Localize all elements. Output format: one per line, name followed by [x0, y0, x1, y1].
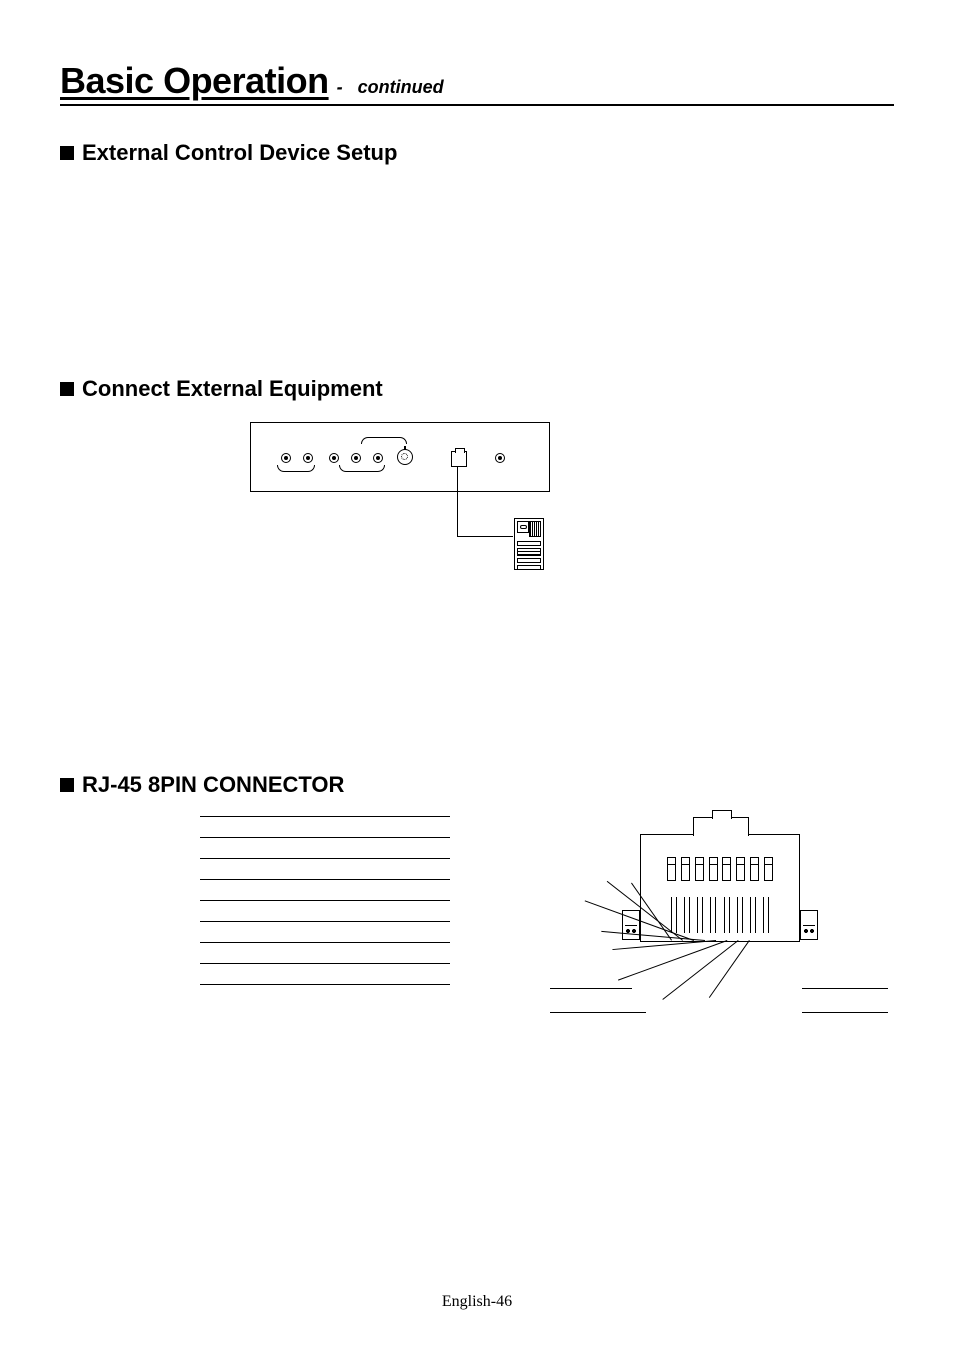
- rj45-clip: [693, 817, 749, 836]
- rj45-wire: [671, 897, 677, 933]
- bullet-icon: [60, 382, 74, 396]
- rj45-lug-right: [800, 910, 818, 940]
- rj45-contact: [681, 857, 690, 881]
- section-rj45: RJ-45 8PIN CONNECTOR: [60, 772, 894, 1056]
- rj45-wire: [750, 897, 756, 933]
- page-footer: English-46: [0, 1293, 954, 1311]
- port-icon: [281, 453, 291, 463]
- page: Basic Operation - continued External Con…: [0, 0, 954, 1351]
- label-line: [802, 1012, 888, 1013]
- audio-jack-icon: [397, 449, 413, 465]
- table-row: [200, 859, 450, 880]
- table-row: [200, 922, 450, 943]
- rj45-connector-diagram: [550, 816, 890, 1056]
- section-connect-equipment: Connect External Equipment: [60, 376, 894, 492]
- pc-tower-icon: [514, 518, 544, 570]
- section-heading: Connect External Equipment: [60, 376, 894, 402]
- back-panel: [250, 422, 550, 492]
- wire-fanout: [709, 940, 750, 998]
- rj45-contacts: [667, 857, 773, 881]
- cable-vertical: [457, 466, 458, 536]
- section-title-external-setup: External Control Device Setup: [82, 140, 397, 166]
- rj45-contact: [764, 857, 773, 881]
- section-heading: RJ-45 8PIN CONNECTOR: [60, 772, 894, 798]
- title-continued-text: continued: [358, 77, 444, 97]
- bullet-icon: [60, 778, 74, 792]
- rj45-contact: [695, 857, 704, 881]
- port-icon: [495, 453, 505, 463]
- page-title-continued: - continued: [337, 77, 444, 98]
- title-sep: -: [337, 77, 343, 97]
- table-row: [200, 964, 450, 985]
- rj45-wire: [697, 897, 703, 933]
- bracket-icon: [277, 465, 315, 472]
- table-row: [200, 838, 450, 859]
- rj45-wire: [710, 897, 716, 933]
- table-row: [200, 901, 450, 922]
- section-external-setup: External Control Device Setup: [60, 140, 894, 166]
- rj45-wires: [671, 897, 769, 933]
- label-line: [550, 988, 632, 989]
- label-line: [802, 988, 888, 989]
- table-row: [200, 816, 450, 838]
- page-title: Basic Operation: [60, 60, 329, 102]
- bullet-icon: [60, 146, 74, 160]
- page-title-row: Basic Operation - continued: [60, 60, 894, 106]
- port-icon: [329, 453, 339, 463]
- label-line: [550, 1012, 646, 1013]
- port-icon: [351, 453, 361, 463]
- port-icon: [303, 453, 313, 463]
- rj45-contact: [750, 857, 759, 881]
- rj45-contact: [736, 857, 745, 881]
- rj45-wire: [763, 897, 769, 933]
- rj45-contact: [667, 857, 676, 881]
- section-heading: External Control Device Setup: [60, 140, 894, 166]
- section-title-rj45: RJ-45 8PIN CONNECTOR: [82, 772, 344, 798]
- rj45-contact: [722, 857, 731, 881]
- rj45-contact: [709, 857, 718, 881]
- rj45-wire: [737, 897, 743, 933]
- bracket-icon: [339, 465, 385, 472]
- rj45-pin-table: [200, 816, 450, 1056]
- rj45-fanout: [550, 940, 890, 1060]
- rj45-wire: [724, 897, 730, 933]
- section-title-connect-equipment: Connect External Equipment: [82, 376, 383, 402]
- rj45-wire: [684, 897, 690, 933]
- rj45-layout: [200, 816, 894, 1056]
- lan-port-icon: [451, 451, 467, 467]
- table-row: [200, 943, 450, 964]
- port-icon: [373, 453, 383, 463]
- cable-horizontal: [457, 536, 513, 537]
- table-row: [200, 880, 450, 901]
- bracket-icon: [361, 437, 407, 444]
- back-panel-diagram: [250, 422, 580, 492]
